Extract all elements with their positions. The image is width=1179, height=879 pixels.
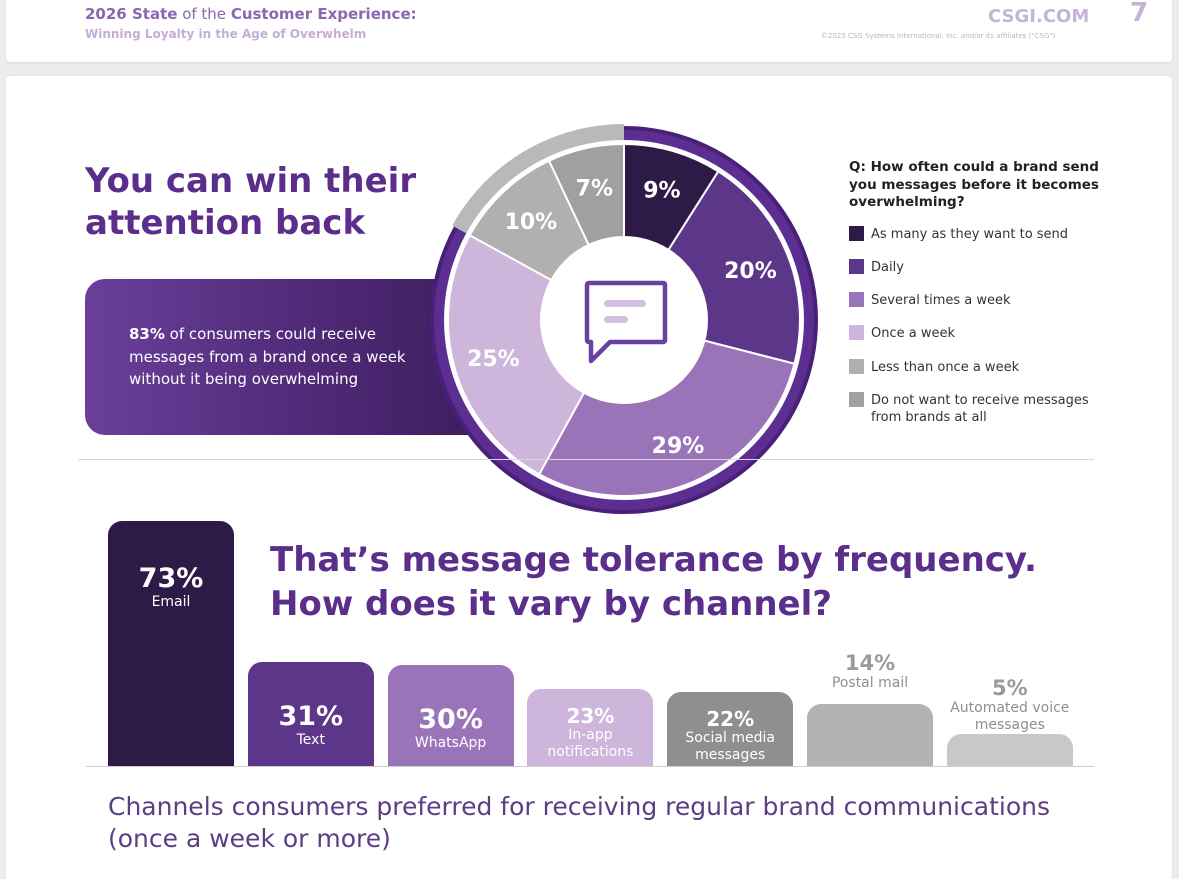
bar-category-label: Text (296, 731, 325, 748)
legend-label: Several times a week (871, 293, 1011, 308)
channel-bar (946, 734, 1073, 766)
page-card: You can win their attention back 83% of … (6, 76, 1172, 879)
channel-bar: 31% Text (247, 661, 374, 766)
legend-label: Once a week (871, 326, 956, 341)
bar-overlabel: 5% Automated voice messages (947, 676, 1073, 734)
pie-grey-ring-arc (452, 124, 624, 235)
frequency-pie-chart: 9% 20% 29% 25% 10% 7% (424, 120, 824, 520)
channel-bar: 22% Social media messages (667, 692, 794, 766)
bar-category-label: WhatsApp (414, 735, 487, 752)
pie-slice-label: 9% (643, 178, 680, 203)
bar-baseline (86, 766, 1094, 767)
bar-value-label: 30% (418, 704, 483, 736)
channel-bar (807, 704, 933, 766)
legend-swatch (849, 392, 864, 407)
pie-slice-label: 10% (505, 210, 558, 235)
page-number: 7 (1130, 0, 1149, 28)
legend-swatch (849, 325, 864, 340)
copyright-text: ©2025 CSG Systems International, Inc. an… (821, 32, 1056, 40)
bar-category-label: Social media messages (685, 730, 775, 764)
pie-svg: 9% 20% 29% 25% 10% 7% (430, 124, 818, 514)
site-link[interactable]: CSGI.COM (988, 6, 1090, 27)
pie-question: Q: How often could a brand send you mess… (849, 159, 1099, 210)
legend-swatch (849, 259, 864, 274)
chart-caption: Channels consumers preferred for receivi… (108, 792, 1050, 853)
bar-category-label: Email (151, 594, 191, 610)
bar-value-label: 14% (844, 651, 896, 675)
legend-item: As many as they want to send (849, 226, 1101, 243)
report-subtitle: Winning Loyalty in the Age of Overwhelm (85, 27, 367, 41)
callout-text: 83% of consumers could receive messages … (129, 325, 406, 388)
pie-slice-label: 20% (724, 259, 777, 284)
channel-bar: 73% Email (108, 521, 234, 766)
legend-swatch (849, 226, 864, 241)
bar-overlabel: 14% Postal mail (807, 651, 933, 692)
pie-slice-label: 7% (576, 176, 613, 201)
bar-value-label: 73% (138, 563, 204, 594)
legend-swatch (849, 359, 864, 374)
section-headline: You can win their attention back (85, 161, 417, 243)
report-title: 2026 State of the Customer Experience: (85, 5, 417, 23)
channel-bar: 23% In-app notifications (527, 688, 654, 766)
legend-item: Once a week (849, 325, 1101, 342)
channel-headline: That’s message tolerance by frequency. H… (270, 540, 1037, 624)
legend-item: Less than once a week (849, 359, 1101, 376)
legend-label: Daily (871, 260, 904, 275)
legend-item: Several times a week (849, 292, 1101, 309)
bar-category-label: Postal mail (831, 675, 909, 691)
bar-value-label: 31% (278, 700, 344, 732)
header-card: 2026 State of the Customer Experience: W… (6, 0, 1172, 62)
legend-item: Daily (849, 259, 1101, 276)
chat-bubble-icon (584, 280, 668, 364)
bar-value-label: 5% (991, 676, 1028, 700)
legend-item: Do not want to receive messages from bra… (849, 392, 1101, 426)
legend-label: Less than once a week (871, 360, 1020, 375)
bar-value-label: 23% (566, 703, 615, 728)
pie-slice-label: 25% (467, 347, 520, 372)
bar-category-label: Automated voice messages (950, 700, 1070, 733)
pie-slice (447, 233, 626, 476)
bar-category-label: In-app notifications (547, 726, 634, 760)
legend-swatch (849, 292, 864, 307)
bar-value-label: 22% (706, 707, 755, 732)
legend-label: Do not want to receive messages from bra… (871, 393, 1089, 425)
section-divider (78, 459, 1094, 460)
channel-bar: 30% WhatsApp (387, 665, 514, 766)
pie-slice-label: 29% (652, 434, 705, 459)
legend-label: As many as they want to send (871, 227, 1069, 242)
